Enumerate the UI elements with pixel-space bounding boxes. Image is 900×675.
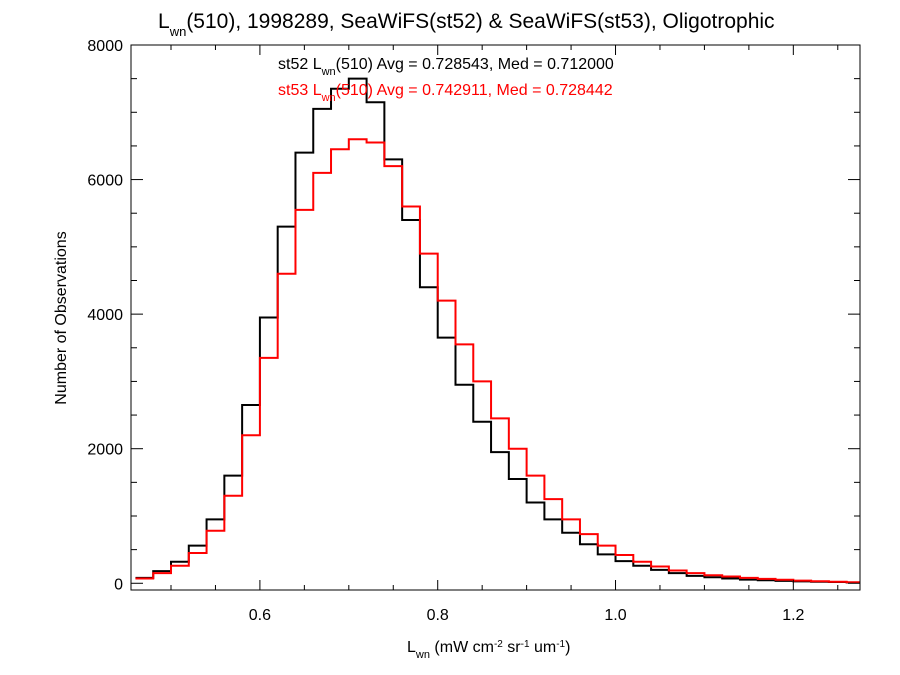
y-tick-label: 2000 [87,442,123,459]
chart-title: Lwn(510), 1998289, SeaWiFS(st52) & SeaWi… [158,10,775,39]
series-st53 [135,138,860,584]
series-layer [135,77,860,584]
y-tick-label: 6000 [87,173,123,190]
series-step-line-st52 [135,77,860,584]
x-tick-label: 0.8 [427,607,449,624]
y-axis-label: Number of Observations [53,231,70,404]
plot-frame [130,44,861,591]
y-tick-label: 0 [114,576,123,593]
x-axis-label: Lwn (mW cm-2 sr-1 um-1) [407,639,570,662]
st52-stats-annotation: st52 Lwn(510) Avg = 0.728543, Med = 0.71… [278,56,614,78]
st53-stats-annotation: st53 Lwn(510) Avg = 0.742911, Med = 0.72… [278,82,613,104]
x-tick-label: 1.0 [604,607,626,624]
series-st52 [135,77,860,584]
x-tick-label: 1.2 [782,607,804,624]
y-tick-label: 8000 [87,38,123,55]
y-tick-label: 4000 [87,307,123,324]
series-step-line-st53 [135,138,860,584]
x-tick-label: 0.6 [249,607,271,624]
axis-ticks: 0.6 0.8 1.0 1.2 0 2000 4000 6000 8000 [87,38,860,624]
